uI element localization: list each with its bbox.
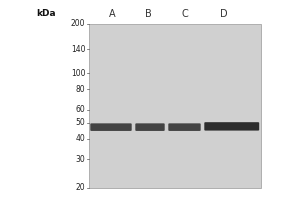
Text: 80: 80 [76,85,86,94]
Text: 30: 30 [76,155,85,164]
Text: 20: 20 [76,184,86,192]
Text: C: C [181,9,188,19]
FancyBboxPatch shape [204,122,259,131]
Text: B: B [145,9,152,19]
Text: 100: 100 [71,69,85,78]
Text: 200: 200 [71,19,85,28]
FancyBboxPatch shape [90,123,132,131]
FancyBboxPatch shape [168,123,201,131]
Text: D: D [220,9,227,19]
Text: kDa: kDa [37,9,56,18]
Text: 40: 40 [76,134,85,143]
FancyBboxPatch shape [88,24,261,188]
Text: A: A [109,9,116,19]
FancyBboxPatch shape [135,123,165,131]
Text: 50: 50 [76,118,85,127]
Text: 60: 60 [76,105,85,114]
Text: 140: 140 [71,45,85,54]
